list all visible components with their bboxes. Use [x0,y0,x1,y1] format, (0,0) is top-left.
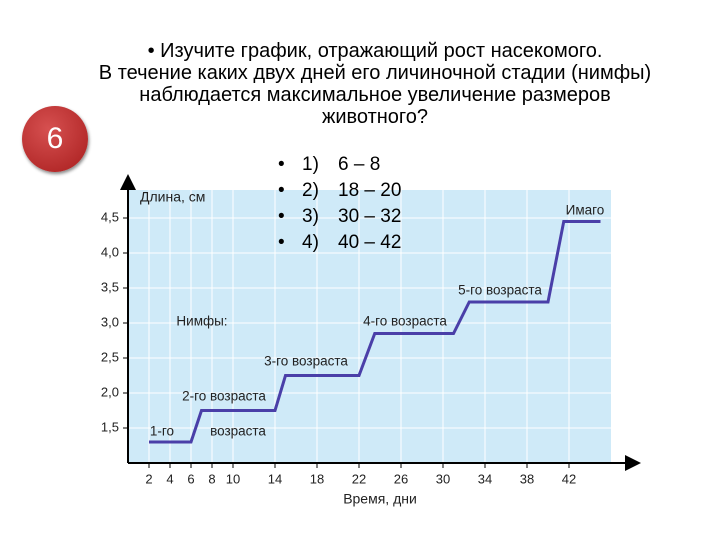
y-tick-label: 3,5 [101,279,119,294]
annotation: 2-го возраста [182,389,266,404]
option-bullet: • [278,154,285,175]
x-tick-label: 6 [187,471,194,486]
annotation: возраста [210,424,266,439]
x-tick-label: 38 [520,471,534,486]
y-tick-label: 4,0 [101,244,119,259]
question: • Изучите график, отражающий рост насеко… [85,40,665,128]
x-tick-label: 42 [562,471,576,486]
x-tick-label: 10 [226,471,240,486]
x-tick-label: 8 [208,471,215,486]
x-tick-label: 4 [166,471,173,486]
option-bullet: • [278,206,285,227]
question-lead-line: • Изучите график, отражающий рост насеко… [147,40,603,62]
annotation: 5-го возраста [458,283,542,298]
annotation: 4-го возраста [363,314,447,329]
question-text: В течение каких двух дней его личиночной… [98,62,652,128]
x-tick-label: 22 [352,471,366,486]
y-tick-label: 1,5 [101,419,119,434]
option-bullet: • [278,180,285,201]
annotation: Имаго [566,203,605,218]
annotation: 1-го [150,424,174,439]
option-number: 3) [302,206,319,227]
annotation: Нимфы: [176,314,227,329]
x-tick-label: 18 [310,471,324,486]
x-tick-label: 2 [145,471,152,486]
x-tick-label: 34 [478,471,492,486]
option-text: 30 – 32 [338,206,401,227]
option-text: 40 – 42 [338,232,401,253]
x-axis-label: Время, дни [343,491,417,507]
option-text: 6 – 8 [338,154,380,175]
x-tick-label: 14 [268,471,282,486]
question-lead: Изучите график, отражающий рост насекомо… [160,40,603,62]
y-tick-label: 3,0 [101,314,119,329]
y-tick-label: 2,5 [101,349,119,364]
option-number: 4) [302,232,319,253]
growth-line [149,220,601,444]
annotation: 3-го возраста [264,354,348,369]
y-axis-label: Длина, см [140,189,205,205]
slide-number: 6 [22,106,88,172]
option-text: 18 – 20 [338,180,401,201]
plot-area [128,190,611,463]
y-tick-label: 4,5 [101,209,119,224]
option-bullet: • [278,232,285,253]
x-tick-label: 30 [436,471,450,486]
option-number: 1) [302,154,319,175]
x-tick-label: 26 [394,471,408,486]
option-number: 2) [302,180,319,201]
y-tick-label: 2,0 [101,384,119,399]
